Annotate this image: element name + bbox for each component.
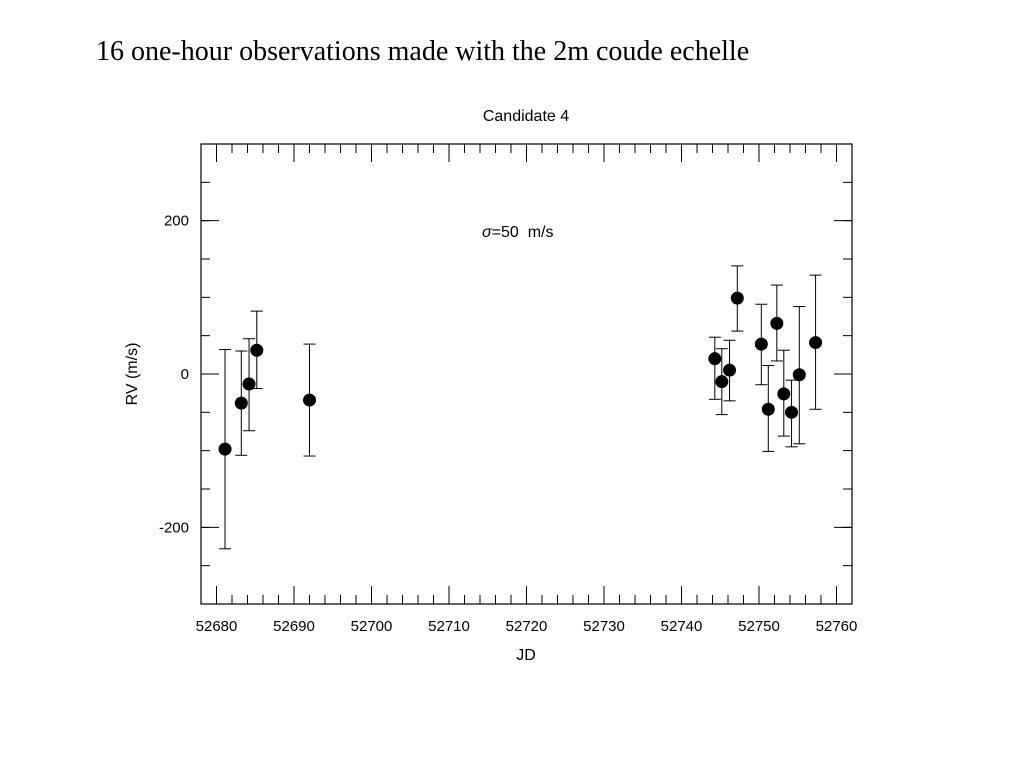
data-point [754, 337, 768, 351]
x-tick-label: 52730 [583, 618, 625, 635]
x-axis-label: JD [516, 647, 536, 664]
x-tick-label: 52680 [196, 618, 238, 635]
data-point [792, 368, 806, 382]
tick-labels: 52680 52690 52700 52710 52720 52730 52740 52750… [159, 213, 857, 635]
x-tick-label: 52750 [738, 618, 780, 635]
x-tick-label: 52720 [506, 618, 548, 635]
data-point [785, 405, 799, 419]
data-point [242, 377, 256, 391]
data-point [250, 343, 264, 357]
y-tick-label: 200 [164, 213, 189, 230]
major-ticks [201, 144, 852, 604]
x-tick-label: 52700 [351, 618, 393, 635]
minor-ticks [200, 143, 853, 605]
y-tick-label: -200 [159, 519, 189, 536]
x-tick-label: 52740 [661, 618, 703, 635]
error-bars [219, 265, 822, 550]
x-tick-label: 52710 [428, 618, 470, 635]
data-point [303, 393, 316, 407]
data-point [723, 363, 737, 377]
y-axis-label: RV (m/s) [124, 343, 141, 406]
y-tick-label: 0 [181, 366, 189, 383]
data-point [715, 375, 729, 389]
x-tick-label: 52760 [816, 618, 858, 635]
data-point [730, 291, 744, 305]
data-point [770, 316, 784, 330]
chart-title: Candidate 4 [483, 108, 569, 125]
data-points [218, 291, 823, 456]
data-point [809, 336, 823, 350]
data-point [234, 396, 248, 410]
sigma-symbol: σ [482, 224, 493, 241]
data-point [777, 387, 791, 401]
plot-frame [200, 143, 853, 605]
slide-title: 16 one-hour observations made with the 2… [96, 36, 750, 67]
data-point [708, 352, 722, 366]
data-point [218, 442, 232, 456]
x-tick-label: 52690 [273, 618, 315, 635]
sigma-value: =50 m/s [492, 224, 554, 241]
data-point [761, 402, 775, 416]
sigma-annotation: σ=50 m/s [482, 224, 553, 241]
